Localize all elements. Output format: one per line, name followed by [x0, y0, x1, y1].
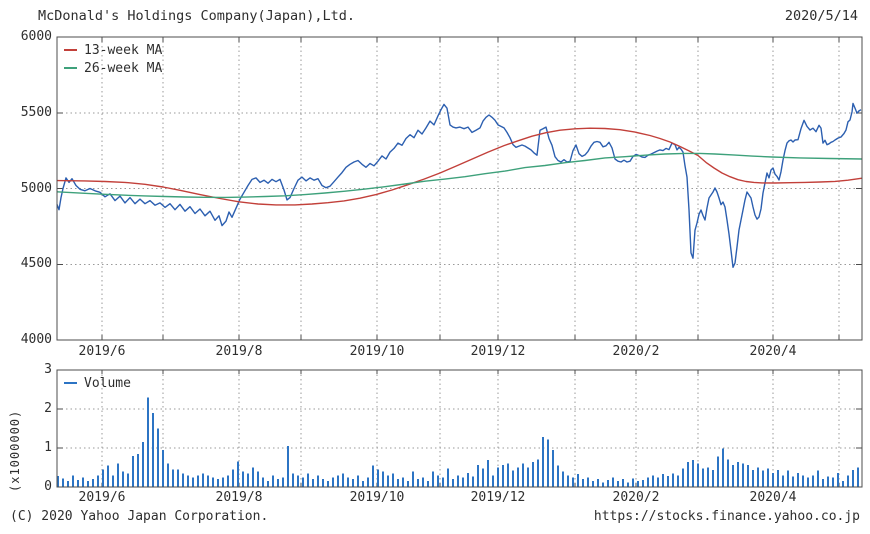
ma13-legend-label: 13-week MA — [84, 42, 163, 58]
price-x-axis-label: 2019/12 — [470, 344, 526, 359]
legend-row-ma13: 13-week MA — [64, 41, 162, 59]
price-x-axis-label: 2020/4 — [749, 344, 797, 359]
volume-y-axis-label: 3 — [44, 362, 52, 377]
legend-row-ma26: 26-week MA — [64, 59, 162, 77]
volume-y-axis-label: 2 — [44, 401, 52, 416]
volume-x-axis-label: 2019/12 — [470, 490, 526, 505]
axis-ticks — [57, 37, 862, 487]
price-legend: 13-week MA 26-week MA — [64, 41, 162, 77]
price-y-axis-label: 5500 — [20, 104, 52, 120]
volume-x-axis-label: 2020/2 — [612, 490, 660, 505]
footer-copyright: (C) 2020 Yahoo Japan Corporation. — [10, 509, 269, 524]
volume-legend-marker — [64, 382, 77, 384]
ma13-line — [56, 127, 863, 206]
price-y-axis-label: 6000 — [20, 29, 52, 44]
volume-x-axis-label: 2019/8 — [215, 490, 263, 505]
volume-bars — [57, 397, 859, 487]
footer-url: https://stocks.finance.yahoo.co.jp — [593, 509, 860, 524]
ma26-line — [56, 152, 863, 199]
legend-row-volume: Volume — [64, 374, 131, 392]
volume-y-axis-label: 1 — [44, 440, 52, 455]
volume-y-axis-label: 0 — [44, 479, 52, 494]
price-x-axis-label: 2019/6 — [78, 344, 126, 359]
price-x-axis-label: 2020/2 — [612, 344, 660, 359]
price-x-axis-label: 2019/10 — [349, 344, 405, 359]
gridlines — [57, 37, 862, 487]
volume-x-axis-label: 2019/10 — [349, 490, 405, 505]
price-y-axis-label: 4500 — [20, 256, 52, 272]
volume-plot-frame — [56, 369, 863, 488]
volume-x-axis-label: 2020/4 — [749, 490, 797, 505]
volume-legend: Volume — [64, 374, 131, 392]
volume-x-axis-label: 2019/6 — [78, 490, 126, 505]
volume-legend-label: Volume — [84, 375, 131, 391]
ma26-legend-label: 26-week MA — [84, 60, 163, 76]
price-x-axis-label: 2019/8 — [215, 344, 263, 359]
ma13-legend-marker — [64, 49, 77, 51]
price-y-axis-label: 4000 — [20, 332, 52, 347]
price-y-axis-label: 5000 — [20, 180, 52, 196]
price-line — [56, 102, 862, 268]
chart-date: 2020/5/14 — [784, 8, 858, 24]
price-plot-frame — [56, 36, 863, 341]
ma26-legend-marker — [64, 67, 77, 69]
page-title: McDonald's Holdings Company(Japan),Ltd. — [38, 8, 355, 24]
